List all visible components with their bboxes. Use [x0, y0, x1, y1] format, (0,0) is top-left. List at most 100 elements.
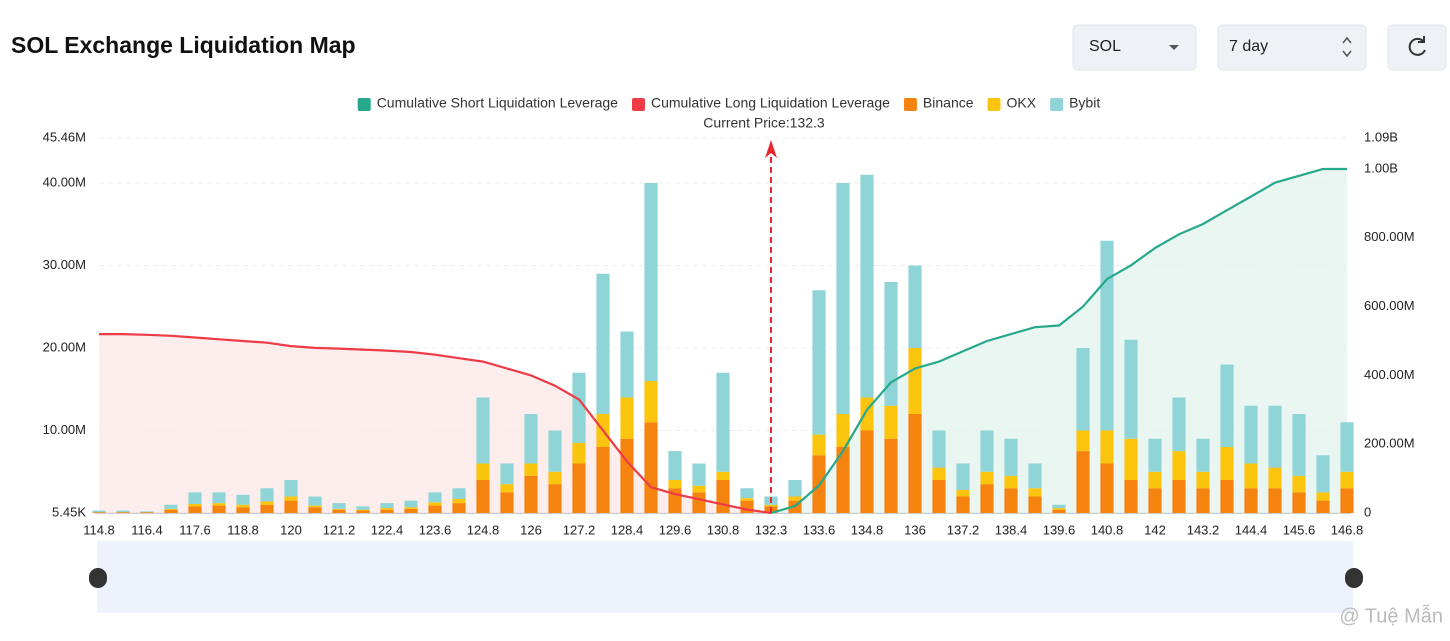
bar-segment [692, 463, 706, 486]
legend-item[interactable]: Cumulative Long Liquidation Leverage [631, 95, 890, 111]
refresh-button[interactable] [1387, 24, 1447, 71]
bar-segment [212, 492, 226, 504]
bar-segment [644, 183, 658, 381]
y2-tick-label: 1.09B [1364, 129, 1398, 144]
button-box[interactable] [1387, 24, 1447, 71]
bar-segment [1220, 364, 1234, 447]
bar-segment [380, 508, 394, 510]
x-tick-label: 136 [904, 522, 926, 537]
bar-segment [884, 282, 898, 406]
bar-segment [1268, 405, 1282, 468]
x-tick-label: 117.6 [179, 522, 211, 537]
y2-tick-label: 1.00B [1364, 160, 1398, 175]
bar-segment [740, 488, 754, 499]
caret [1169, 45, 1179, 50]
annotation: Current Price:132.3 [703, 115, 825, 131]
x-tick-label: 130.8 [707, 522, 740, 537]
bar-segment [764, 504, 778, 507]
bar-segment [836, 414, 850, 447]
bar-segment [404, 507, 418, 509]
bar-segment [1148, 471, 1162, 489]
bar-segment [1052, 508, 1066, 510]
bar-segment [92, 510, 106, 513]
bar-segment [860, 430, 874, 513]
bar-segment [1100, 430, 1114, 464]
range-select[interactable]: 7 day [1217, 24, 1367, 71]
bar-segment [452, 498, 466, 504]
bar-segment [1028, 488, 1042, 497]
bar-segment [92, 512, 106, 513]
bar-segment [620, 438, 634, 513]
line [770, 167, 1347, 515]
x-tick-label: 142 [1144, 522, 1166, 537]
bar-segment [548, 471, 562, 485]
select-text[interactable]: SOL [1089, 38, 1121, 55]
bar-segment [404, 508, 418, 513]
bar-segment [596, 273, 610, 414]
bar-segment [980, 484, 994, 513]
bar-segment [884, 438, 898, 513]
y-tick-label: 40.00M [43, 174, 86, 189]
bar-segment [1028, 496, 1042, 513]
legend-item[interactable]: OKX [987, 95, 1037, 111]
bar-segment [644, 422, 658, 513]
slider-handle[interactable] [1345, 568, 1363, 588]
bar-segment [788, 496, 802, 501]
x-tick-label: 123.6 [419, 522, 452, 537]
legend-item[interactable]: Cumulative Short Liquidation Leverage [357, 95, 618, 111]
bar-segment [668, 480, 682, 489]
bar-segment [500, 492, 514, 513]
legend-swatch [1050, 98, 1064, 111]
x-tick-label: 133.6 [803, 522, 836, 537]
bar-segment [428, 492, 442, 503]
x-tick-label: 126 [520, 522, 542, 537]
bar-segment [1196, 488, 1210, 513]
legend-label: Cumulative Short Liquidation Leverage [377, 95, 618, 111]
bar-segment [356, 506, 370, 510]
legend-label: Bybit [1069, 95, 1100, 111]
bar-segment [956, 489, 970, 497]
bar-segment [452, 503, 466, 513]
slider-handle[interactable] [89, 568, 107, 588]
current-price-arrow [765, 140, 777, 158]
legend-item[interactable]: Binance [903, 95, 974, 111]
bar-segment [1076, 348, 1090, 431]
legend-label: OKX [1007, 95, 1037, 111]
bar-segment [308, 496, 322, 506]
symbol-select[interactable]: SOL [1072, 24, 1197, 71]
bar-segment [1292, 475, 1306, 493]
bar-segment [380, 503, 394, 509]
bar-segment [572, 372, 586, 443]
bar-segment [1316, 492, 1330, 501]
bar-segment [1124, 480, 1138, 513]
x-tick-label: 140.8 [1091, 522, 1124, 537]
bar-segment [548, 430, 562, 472]
bar-segment [308, 507, 322, 513]
bar-segment [356, 510, 370, 513]
line [99, 333, 772, 515]
bar-segment [1316, 500, 1330, 513]
select-box[interactable] [1072, 24, 1197, 71]
x-tick-label: 127.2 [563, 522, 596, 537]
bar-segment [1220, 480, 1234, 513]
page-title: SOL Exchange Liquidation Map [11, 32, 356, 58]
x-tick-label: 139.6 [1043, 522, 1076, 537]
zoom-slider[interactable] [97, 541, 1353, 613]
bar-segment [836, 447, 850, 513]
select-box[interactable] [1217, 24, 1367, 71]
x-tick-label: 122.4 [371, 522, 404, 537]
legend-swatch [987, 98, 1001, 111]
bar-segment [1268, 488, 1282, 513]
bar-segment [236, 494, 250, 505]
legend-item[interactable]: Bybit [1050, 95, 1100, 111]
bar-segment [332, 508, 346, 510]
bar-segment [1004, 488, 1018, 513]
bar-segment [1100, 463, 1114, 513]
select-text[interactable]: 7 day [1229, 38, 1268, 55]
y-tick-label: 30.00M [43, 257, 86, 272]
x-tick-label: 116.4 [131, 522, 163, 537]
x-tick-label: 146.8 [1331, 522, 1364, 537]
x-tick-label: 128.4 [611, 522, 644, 537]
bar-segment [404, 500, 418, 508]
